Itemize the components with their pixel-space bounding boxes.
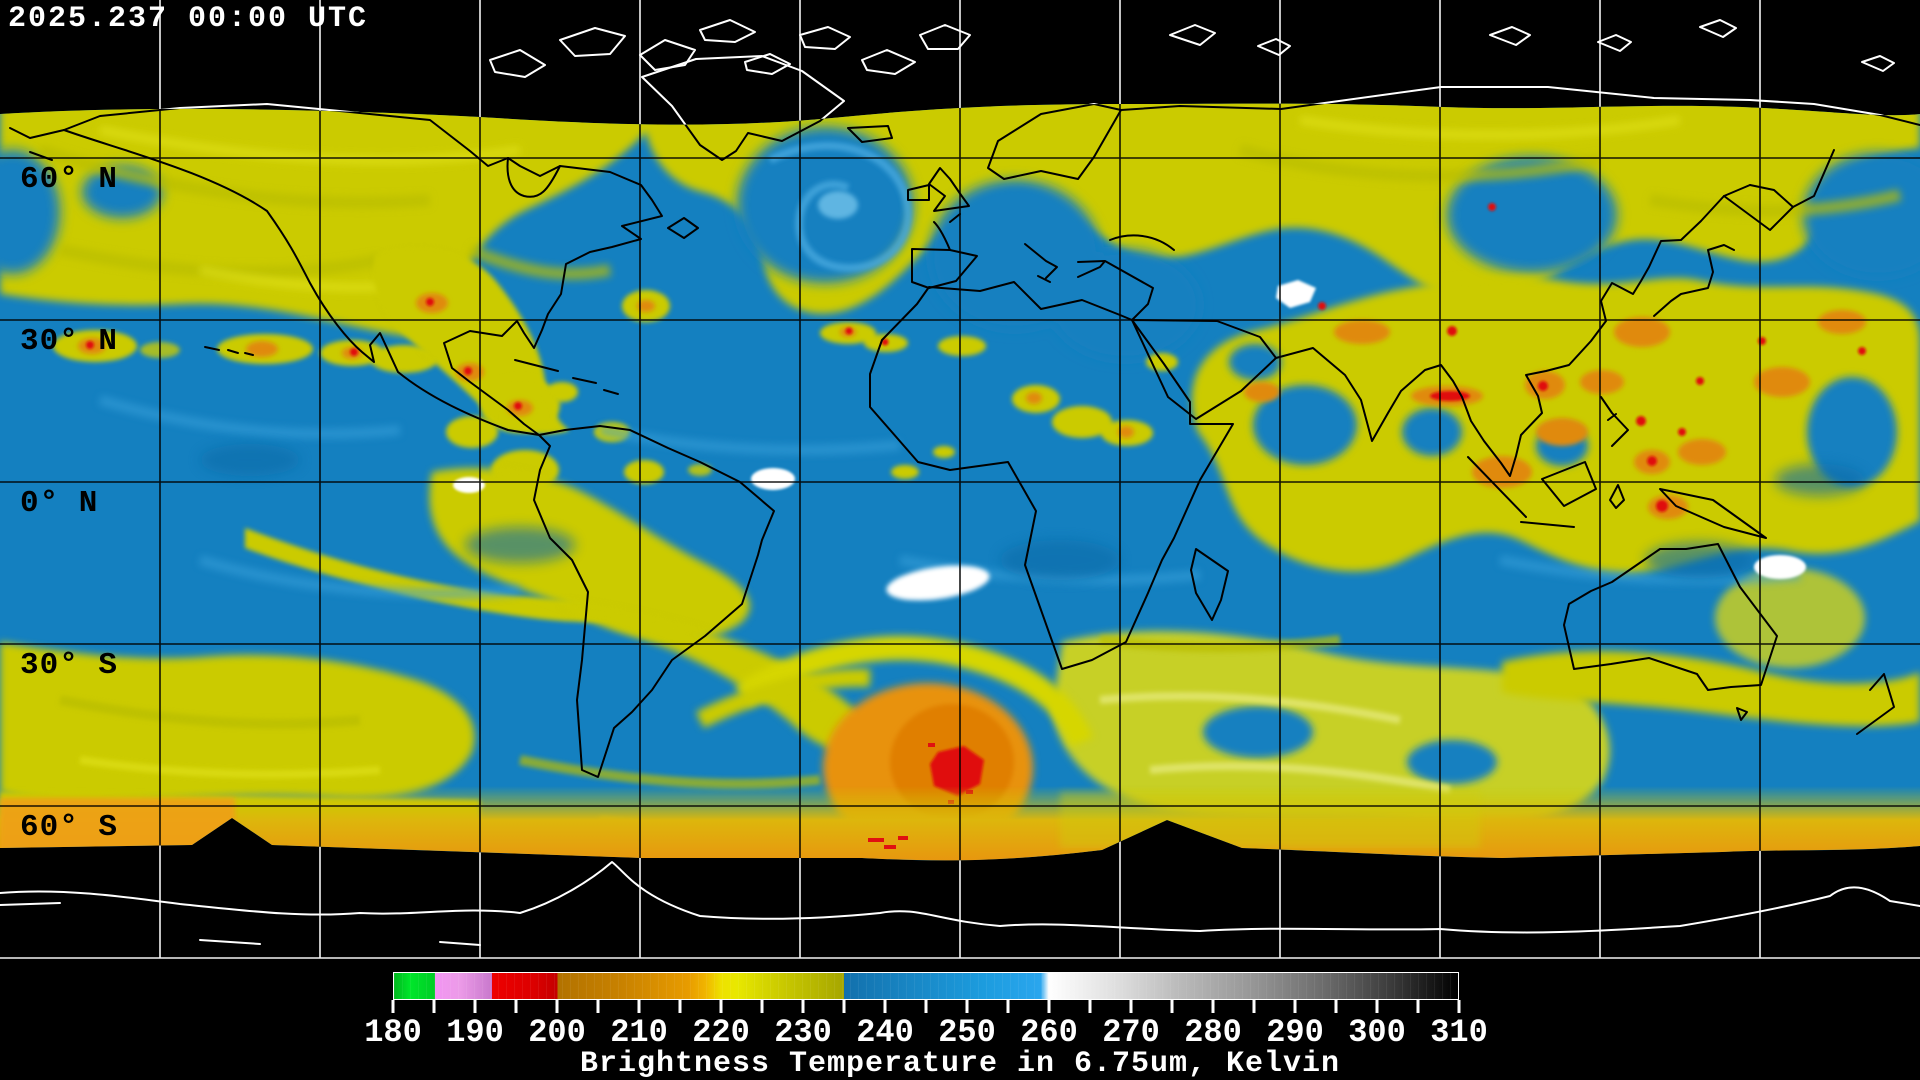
colorbar-tick (883, 1000, 887, 1013)
colorbar-tick-label: 190 (446, 1014, 504, 1051)
colorbar-tick-label: 210 (610, 1014, 668, 1051)
colorbar-tick (1006, 1000, 1010, 1013)
colorbar-tick (1170, 1000, 1174, 1013)
colorbar-tick (1252, 1000, 1256, 1013)
colorbar-tick-label: 250 (938, 1014, 996, 1051)
colorbar-tick (1375, 1000, 1379, 1013)
colorbar-tick-label: 260 (1020, 1014, 1078, 1051)
colorbar-tick (1457, 1000, 1461, 1013)
colorbar-tick (1047, 1000, 1051, 1013)
colorbar-tick-label: 180 (364, 1014, 422, 1051)
colorbar-tick (391, 1000, 395, 1013)
colorbar-tick (678, 1000, 682, 1013)
colorbar-tick (1211, 1000, 1215, 1013)
colorbar-tick (719, 1000, 723, 1013)
colorbar-tick-label: 220 (692, 1014, 750, 1051)
colorbar-tick-label: 240 (856, 1014, 914, 1051)
colorbar-tick (1416, 1000, 1420, 1013)
colorbar-tick (1129, 1000, 1133, 1013)
colorbar-title: Brightness Temperature in 6.75um, Kelvin (579, 1047, 1341, 1080)
colorbar-tick-label: 290 (1266, 1014, 1324, 1051)
colorbar-tick (842, 1000, 846, 1013)
colorbar-tick (1293, 1000, 1297, 1013)
colorbar-tick (637, 1000, 641, 1013)
colorbar-tick (555, 1000, 559, 1013)
colorbar-tick-label: 310 (1430, 1014, 1488, 1051)
colorbar-tick (965, 1000, 969, 1013)
colorbar-tick (473, 1000, 477, 1013)
colorbar-tick-label: 280 (1184, 1014, 1242, 1051)
colorbar-tick (514, 1000, 518, 1013)
warm-white-patches (453, 280, 1806, 601)
timestamp-label: 2025.237 00:00 UTC (8, 2, 369, 36)
latitude-label-30s: 30° S (20, 648, 119, 683)
colorbar-tick-label: 270 (1102, 1014, 1160, 1051)
colorbar-tick-label: 200 (528, 1014, 586, 1051)
colorbar-tick (596, 1000, 600, 1013)
colorbar-steps-overlay (394, 973, 1458, 999)
colorbar-tick-label: 300 (1348, 1014, 1406, 1051)
latitude-label-0n: 0° N (20, 486, 99, 521)
colorbar-tick-label: 230 (774, 1014, 832, 1051)
colorbar-tick (760, 1000, 764, 1013)
latitude-label-60s: 60° S (20, 810, 119, 845)
colorbar-gradient (394, 973, 1458, 999)
latitude-label-60n: 60° N (20, 162, 119, 197)
colorbar (393, 972, 1459, 1000)
colorbar-ticks: 180 190 200 210 220 230 240 250 260 270 280 290 300 3… (364, 1000, 1488, 1060)
latitude-label-30n: 30° N (20, 324, 119, 359)
colorbar-tick (924, 1000, 928, 1013)
colorbar-tick (432, 1000, 436, 1013)
colorbar-tick (1334, 1000, 1338, 1013)
colorbar-tick (801, 1000, 805, 1013)
colorbar-tick (1088, 1000, 1092, 1013)
